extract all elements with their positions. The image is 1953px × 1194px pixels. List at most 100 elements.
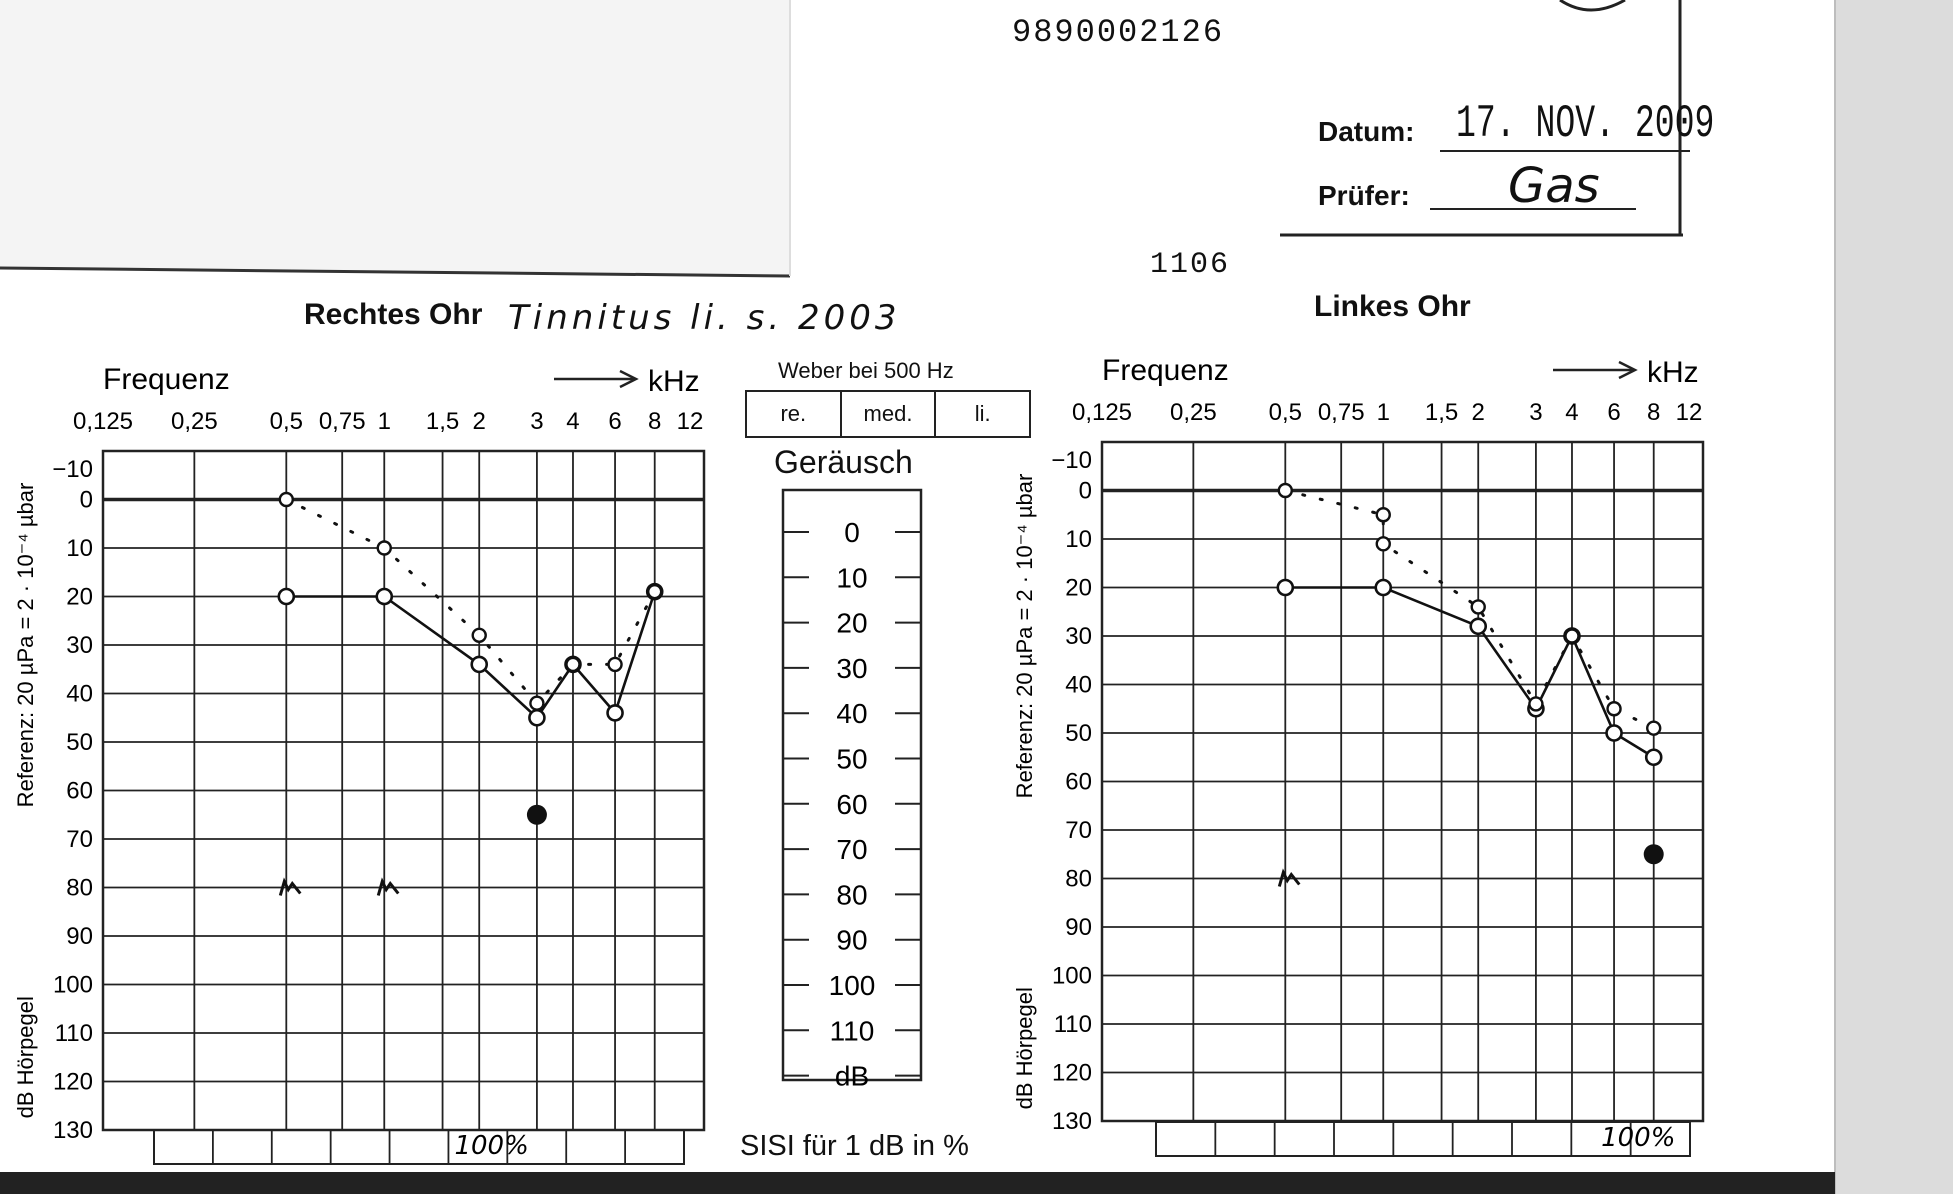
bone-conduction-point — [471, 627, 487, 643]
x-tick-label: 2 — [1472, 399, 1485, 426]
x-tick-label: 3 — [530, 408, 543, 435]
x-tick-label: 1,5 — [426, 408, 459, 435]
y-tick-label: 90 — [1065, 914, 1092, 941]
y-axis-label-hearing-level: dB Hörpegel — [1012, 987, 1037, 1109]
masking-noise-mark — [1277, 868, 1301, 887]
tinnitus-note: Tinnitus li. s. 2003 — [508, 298, 901, 338]
uncomfortable-level-marker — [526, 804, 547, 825]
weber-option-left[interactable]: li. — [974, 401, 991, 426]
y-axis-label-reference: Referenz: 20 µPa = 2 · 10⁻⁴ µbar — [13, 483, 38, 808]
air-conduction-point — [1276, 578, 1295, 597]
bone-conduction-point — [1470, 599, 1486, 615]
left-ear-title: Linkes Ohr — [1314, 290, 1471, 323]
patient-number: 9890002126 — [1012, 14, 1225, 51]
y-tick-label: 30 — [66, 632, 93, 659]
y-tick-label: 70 — [1065, 817, 1092, 844]
scan-edge-strip — [1835, 0, 1953, 1194]
scan-bottom-bar — [0, 1172, 1835, 1194]
bone-conduction-point — [1277, 482, 1294, 499]
y-tick-label: 80 — [1065, 866, 1092, 893]
y-tick-label: 80 — [66, 875, 93, 902]
y-axis-label-reference: Referenz: 20 µPa = 2 · 10⁻⁴ µbar — [1012, 474, 1037, 799]
weber-title: Weber bei 500 Hz — [778, 358, 954, 383]
noise-scale-label: 60 — [836, 789, 867, 820]
noise-scale-unit: dB — [835, 1061, 869, 1092]
y-tick-label: 50 — [1065, 720, 1092, 747]
x-tick-label: 3 — [1529, 399, 1542, 426]
overlay-paper-edge — [0, 266, 791, 278]
sisi-value[interactable]: 100% — [454, 1131, 528, 1161]
x-tick-label: 1,5 — [1425, 399, 1458, 426]
y-tick-label: 0 — [80, 487, 93, 514]
right-ear-title: Rechtes Ohr — [304, 298, 483, 331]
bone-conduction-point — [565, 656, 581, 673]
x-tick-label: 0,25 — [171, 408, 218, 435]
x-tick-label: 0,75 — [1318, 399, 1365, 426]
bone-conduction-point — [1606, 701, 1622, 717]
x-axis-unit: kHz — [1647, 356, 1699, 389]
date-value: 17. NOV. 2009 — [1456, 98, 1715, 150]
air-conduction-point — [470, 655, 489, 674]
noise-scale-label: 20 — [836, 608, 867, 639]
bone-conduction-point — [529, 695, 545, 711]
sisi-value[interactable]: 100% — [1601, 1123, 1675, 1153]
bone-conduction-line — [1283, 489, 1656, 730]
x-tick-label: 8 — [648, 408, 661, 435]
x-axis-unit: kHz — [648, 365, 700, 398]
x-axis-arrowhead — [1618, 360, 1638, 380]
air-conduction-point — [1469, 617, 1488, 636]
y-tick-label: 20 — [66, 584, 93, 611]
x-tick-label: 12 — [677, 408, 704, 435]
noise-scale-label: 10 — [836, 562, 867, 593]
y-tick-label: 60 — [66, 778, 93, 805]
bone-conduction-point — [278, 491, 295, 508]
x-tick-label: 1 — [378, 408, 391, 435]
y-tick-label: −10 — [1051, 447, 1092, 474]
air-conduction-point — [1644, 748, 1663, 767]
masking-noise-mark — [278, 877, 302, 896]
noise-title: Geräusch — [774, 444, 913, 480]
y-tick-label: 10 — [1065, 526, 1092, 553]
weber-option-right[interactable]: re. — [747, 392, 842, 436]
noise-scale-label: 30 — [836, 653, 867, 684]
noise-scale-label: 100 — [829, 970, 876, 1001]
noise-scale-label: 0 — [844, 517, 860, 548]
x-tick-label: 0,75 — [319, 408, 366, 435]
air-conduction-point — [528, 708, 546, 727]
chart-right-ear: −10 0 10 20 30 40 50 60 70 80 90 100 110 120 130 0,125 0… — [13, 363, 706, 1144]
x-tick-label: 0,5 — [1269, 399, 1302, 426]
date-label: Datum: — [1318, 116, 1415, 147]
y-tick-label: 110 — [1054, 1011, 1092, 1038]
y-tick-label: 30 — [1065, 623, 1092, 650]
y-tick-label: 120 — [1052, 1060, 1092, 1087]
weber-option-median[interactable]: med. — [842, 392, 937, 436]
noise-scale-label: 80 — [836, 879, 867, 910]
air-conduction-point — [1605, 724, 1623, 742]
y-tick-label: 120 — [53, 1069, 93, 1096]
y-tick-label: 70 — [66, 826, 93, 853]
examiner-value: Gas — [1508, 158, 1600, 214]
x-tick-label: 1 — [1377, 399, 1390, 426]
x-tick-label: 0,125 — [1072, 399, 1132, 426]
bone-conduction-point — [1528, 696, 1544, 712]
x-tick-label: 12 — [1676, 399, 1703, 426]
x-tick-label: 0,125 — [73, 408, 133, 435]
x-tick-label: 4 — [1565, 399, 1578, 426]
bone-conduction-point — [1564, 628, 1580, 644]
record-code: 1106 — [1150, 248, 1231, 282]
y-tick-label: 130 — [53, 1117, 93, 1144]
air-conduction-point — [1374, 578, 1393, 597]
sisi-label: SISI für 1 dB in % — [740, 1130, 969, 1162]
x-axis-arrowhead — [619, 369, 639, 389]
sisi-box-row — [153, 1129, 685, 1165]
x-tick-label: 2 — [473, 408, 486, 435]
noise-scale-label: 110 — [830, 1015, 875, 1046]
overlay-paper — [0, 0, 790, 276]
air-conduction-point — [375, 587, 394, 606]
y-tick-label: 100 — [53, 972, 93, 999]
y-tick-label: 100 — [1052, 963, 1092, 990]
y-tick-label: 40 — [1065, 672, 1092, 699]
x-axis-label: Frequenz — [1102, 354, 1229, 387]
x-axis-label: Frequenz — [103, 363, 230, 396]
examiner-label: Prüfer: — [1318, 180, 1410, 211]
